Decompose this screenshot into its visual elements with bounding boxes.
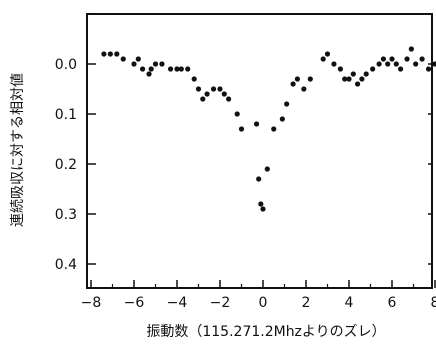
y-tick-label: 0.0 xyxy=(55,57,77,73)
y-axis-ticks: 0.0 0.1 0.2 0.3 0.4 xyxy=(55,13,432,273)
x-tick-label: 6 xyxy=(388,295,397,311)
data-point xyxy=(320,56,326,62)
data-point xyxy=(355,81,361,87)
x-axis-title: 振動数（115.271.2Mhzよりのズレ） xyxy=(146,324,385,340)
data-point xyxy=(107,51,113,57)
data-point xyxy=(432,61,436,67)
y-tick-label: 0.3 xyxy=(55,207,77,223)
data-point xyxy=(331,61,337,67)
x-tick-label: −6 xyxy=(124,295,145,311)
data-point xyxy=(174,66,180,72)
data-point xyxy=(324,51,331,57)
y-axis-title: 連続吸収に対する相対値 xyxy=(9,73,26,227)
x-tick-label: −4 xyxy=(167,295,188,311)
data-point xyxy=(226,96,232,102)
data-point xyxy=(260,206,266,212)
x-tick-label: 4 xyxy=(345,295,354,311)
data-points xyxy=(101,46,436,212)
data-point xyxy=(337,66,343,72)
data-point xyxy=(350,71,356,77)
data-point xyxy=(294,76,300,82)
data-point xyxy=(425,66,432,72)
x-tick-label: −2 xyxy=(210,295,231,311)
data-point xyxy=(114,51,120,57)
data-point xyxy=(148,66,154,72)
data-point xyxy=(264,166,270,172)
data-point xyxy=(238,126,245,132)
y-tick-label: 0.4 xyxy=(55,257,77,273)
data-point xyxy=(210,86,217,92)
data-point xyxy=(385,61,391,67)
data-point xyxy=(290,81,296,87)
data-point xyxy=(389,56,395,62)
y-tick-label: 0.2 xyxy=(55,157,77,173)
data-point xyxy=(217,86,223,92)
data-point xyxy=(221,91,227,97)
data-point xyxy=(342,76,348,82)
data-point xyxy=(301,86,307,92)
data-point xyxy=(279,116,285,122)
data-point xyxy=(159,61,165,67)
data-point xyxy=(307,76,313,82)
data-point xyxy=(167,66,174,72)
data-point xyxy=(178,66,184,72)
data-point xyxy=(380,56,386,62)
x-axis-ticks: −8 −6 −4 −2 0 2 4 6 8 xyxy=(81,280,436,311)
data-point xyxy=(120,56,126,62)
data-point xyxy=(256,176,262,182)
data-point xyxy=(185,66,191,72)
data-point xyxy=(131,61,137,67)
data-point xyxy=(258,201,264,207)
data-point xyxy=(413,61,419,67)
data-point xyxy=(284,101,290,107)
data-point xyxy=(359,76,365,82)
data-point xyxy=(204,91,210,97)
data-point xyxy=(408,46,414,52)
data-point xyxy=(376,61,382,67)
x-tick-label: 2 xyxy=(302,295,311,311)
data-point xyxy=(363,71,369,77)
data-point xyxy=(195,86,202,92)
data-point xyxy=(398,66,404,72)
x-tick-label: 0 xyxy=(259,295,268,311)
data-point xyxy=(271,126,277,132)
data-point xyxy=(101,51,107,57)
data-point xyxy=(140,66,146,72)
y-tick-label: 0.1 xyxy=(55,107,77,123)
data-point xyxy=(234,111,240,117)
x-tick-label: 8 xyxy=(431,295,436,311)
plot-frame xyxy=(86,13,433,289)
data-point xyxy=(393,61,399,67)
data-point xyxy=(253,121,260,127)
data-point xyxy=(404,56,410,62)
x-tick-label: −8 xyxy=(81,295,102,311)
data-point xyxy=(146,71,152,77)
data-point xyxy=(370,66,376,72)
data-point xyxy=(135,56,141,62)
data-point xyxy=(200,96,206,102)
data-point xyxy=(346,76,352,82)
data-point xyxy=(419,56,425,62)
data-point xyxy=(191,76,197,82)
data-point xyxy=(152,61,159,67)
